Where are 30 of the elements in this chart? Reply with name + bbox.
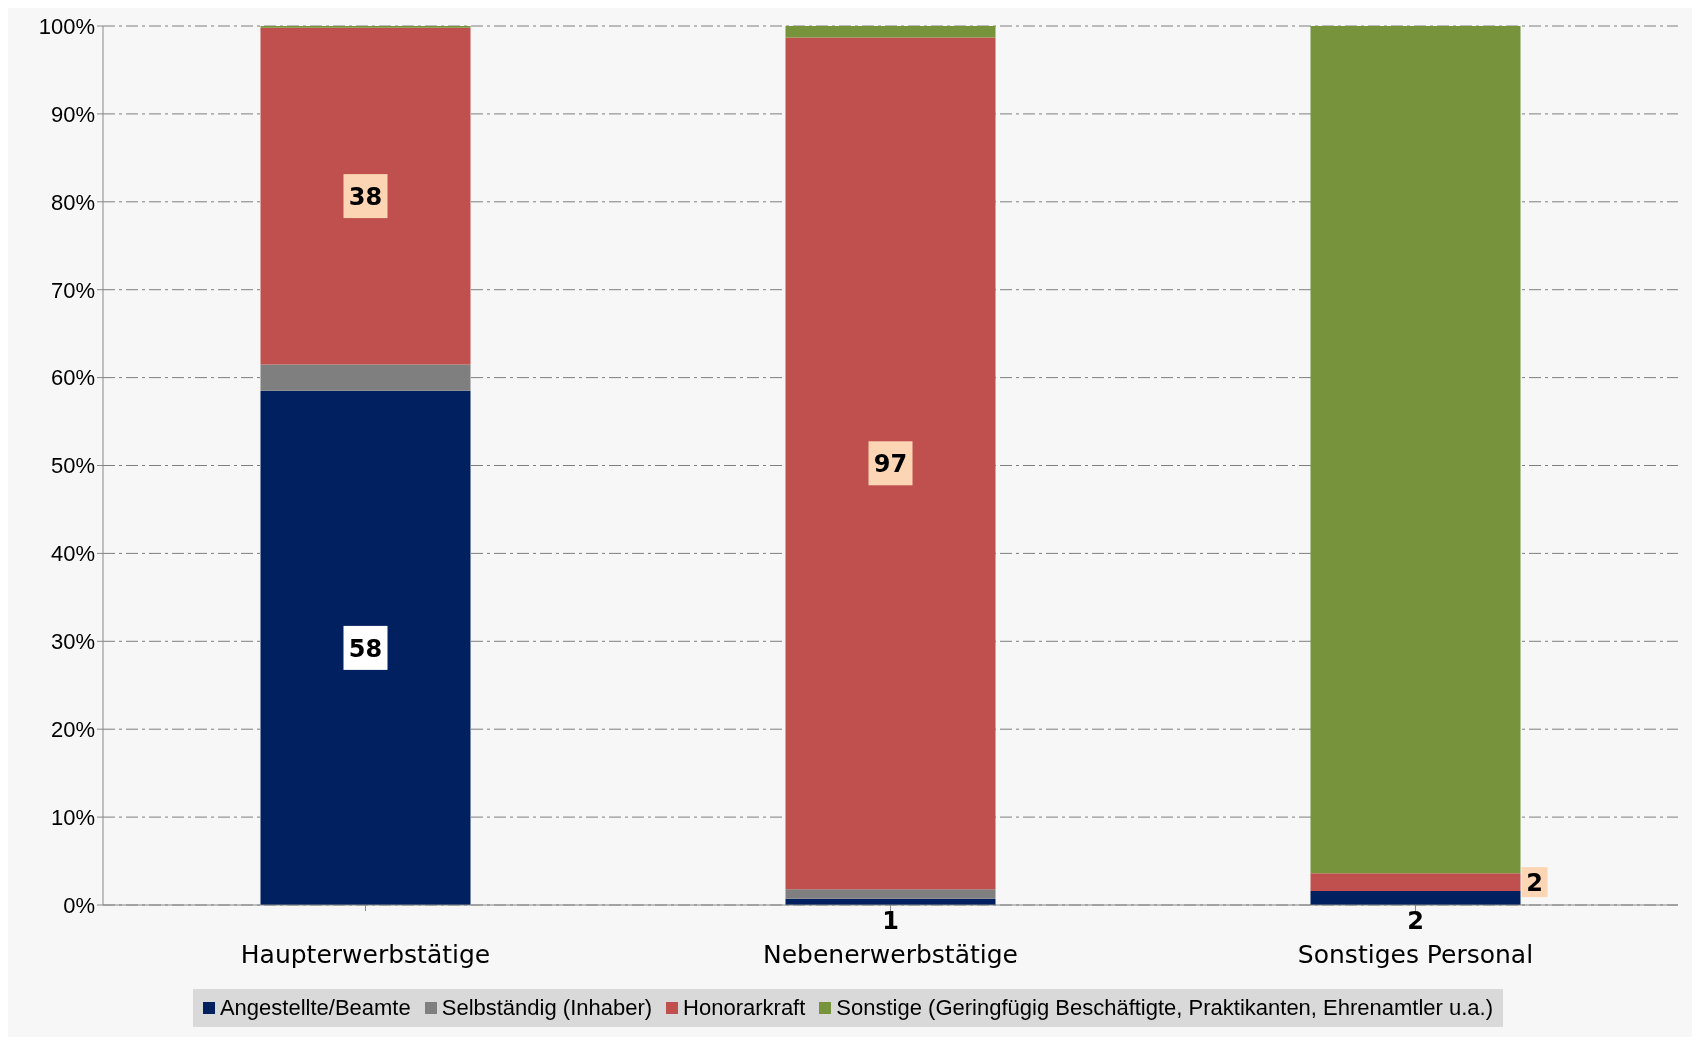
y-tick-label: 60% — [50, 365, 95, 391]
bar — [785, 37, 996, 890]
legend-label: Angestellte/Beamte — [218, 995, 411, 1021]
y-tick-label: 80% — [50, 189, 95, 215]
y-tick-label: 90% — [50, 101, 95, 127]
y-tick-label: 30% — [50, 629, 95, 655]
y-tick-label: 20% — [50, 717, 95, 743]
y-tick-label: 50% — [50, 453, 95, 479]
bar — [785, 889, 996, 899]
y-tick-label: 100% — [38, 13, 95, 39]
data-label: 58 — [348, 634, 383, 663]
legend-label: Selbständig (Inhaber) — [440, 995, 653, 1021]
y-tick-label: 40% — [50, 541, 95, 567]
bar — [260, 390, 471, 905]
x-tick-label: Nebenerwerbstätige — [763, 939, 1018, 969]
legend-label: Honorarkraft — [682, 995, 806, 1021]
y-tick-label: 0% — [63, 892, 95, 918]
data-label: 97 — [873, 450, 908, 479]
x-tick-label: Sonstiges Personal — [1297, 939, 1534, 969]
data-label: 1 — [882, 907, 899, 935]
y-tick-label: 10% — [50, 804, 95, 830]
legend-label: Sonstige (Geringfügig Beschäftigte, Praktikanten, Ehrenamtler u.a.) — [835, 995, 1494, 1021]
y-tick-label: 70% — [50, 277, 95, 303]
data-label: 2 — [1526, 869, 1543, 898]
data-label: 38 — [348, 183, 383, 212]
x-tick-label: Haupterwerbstätige — [240, 939, 491, 969]
bar — [1310, 26, 1521, 874]
data-label: 2 — [1407, 907, 1424, 935]
bar — [260, 27, 471, 365]
bar — [785, 26, 996, 38]
